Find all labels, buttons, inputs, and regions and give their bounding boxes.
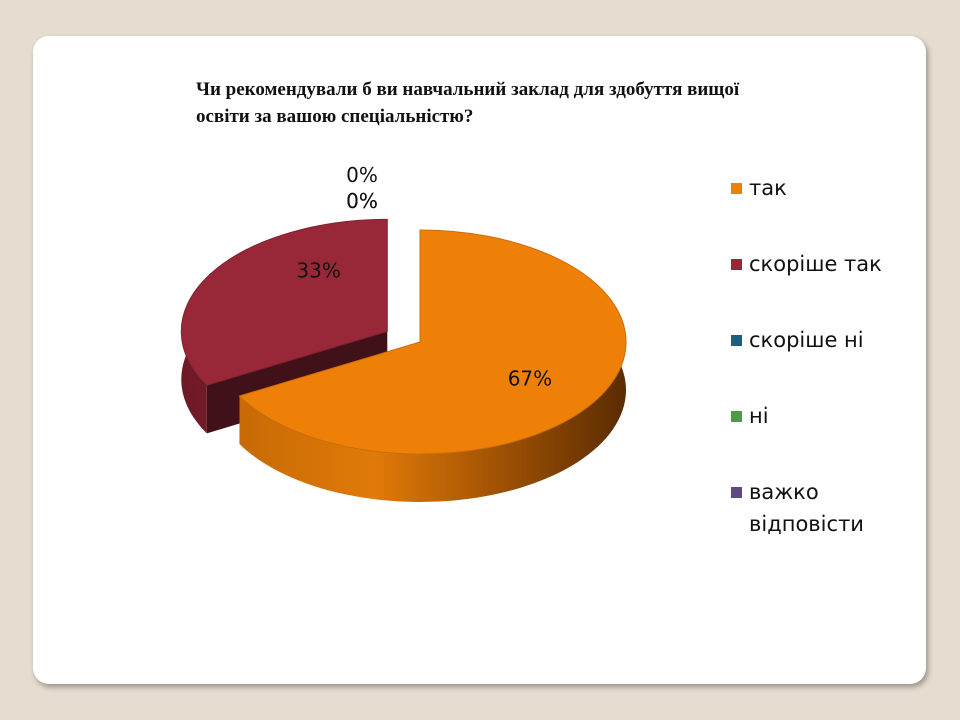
legend: так скоріше так скоріше ні ні важко відповіс… [729,172,919,552]
legend-swatch [731,259,742,270]
chart-title: Чи рекомендували б ви навчальний заклад … [196,79,740,127]
legend-swatch [731,411,742,422]
data-label-2: 33% [296,258,340,282]
legend-swatch [731,183,742,194]
data-label-5: 0% [346,189,378,213]
data-label-1: 67% [508,366,552,390]
legend-swatch [731,487,742,498]
legend-item-4: ні [729,400,919,476]
legend-item-3: скоріше ні [729,324,919,400]
legend-item-2: скоріше так [729,248,919,324]
legend-label: скоріше так [749,252,882,276]
legend-item-1: так [729,172,919,248]
legend-label: ні [749,404,769,428]
legend-item-5: важко відповісти [729,476,919,552]
pie-slice-1 [238,229,627,503]
legend-label: важко відповісти [749,480,864,536]
legend-label: так [749,176,787,200]
legend-label: скоріше ні [749,328,864,352]
data-label-3: 0% [346,163,378,187]
legend-swatch [731,335,742,346]
data-label-4: 0% [346,189,378,213]
